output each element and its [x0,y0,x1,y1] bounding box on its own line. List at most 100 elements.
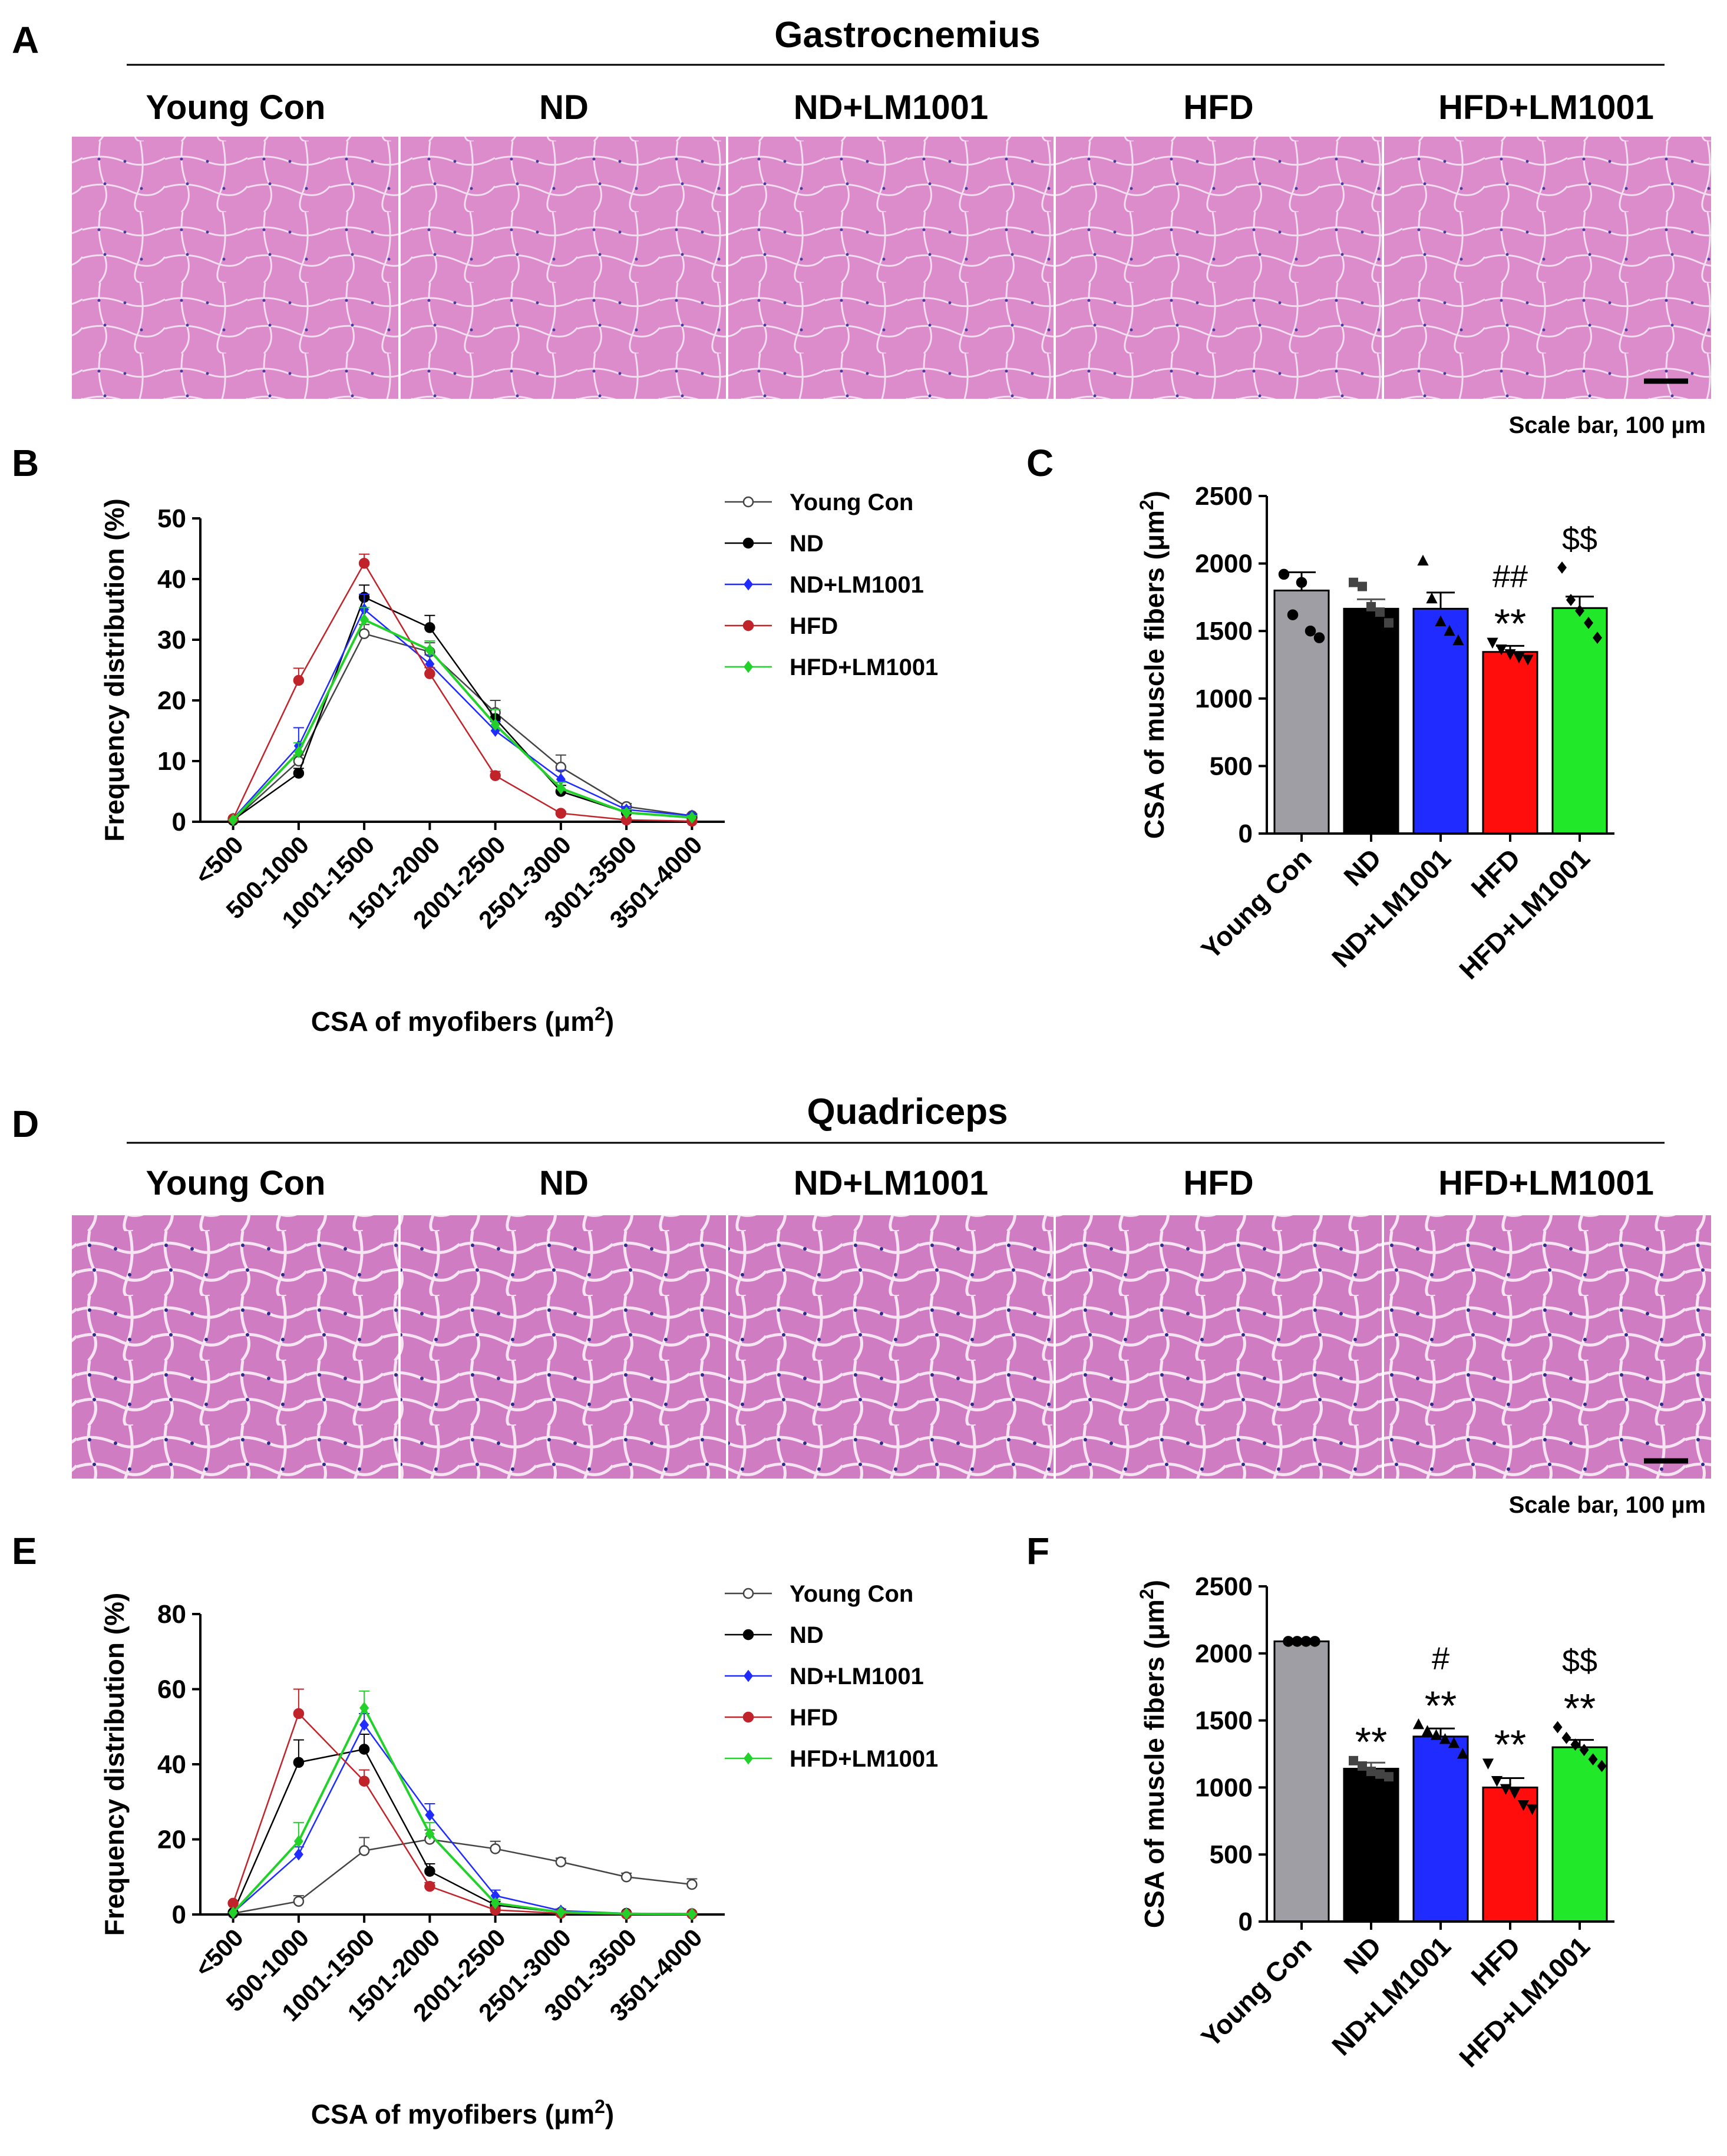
legend-marker [742,1711,754,1723]
data-point [359,613,369,626]
series-young-con [227,1829,698,1919]
y-tick-label: 10 [157,747,186,776]
y-tick-label: 20 [157,1826,186,1854]
legend-marker [742,496,754,508]
series-line [232,608,692,819]
data-point [358,628,370,639]
legend-label: HFD [790,1705,838,1731]
series-line [232,1723,692,1914]
legend-marker [742,1588,754,1599]
data-point [490,718,500,731]
y-tick-label: 500 [1210,1840,1253,1869]
y-tick-label: 0 [1239,1907,1253,1936]
legend-label: HFD+LM1001 [790,1746,938,1772]
individual-point [1557,561,1567,574]
chart-b-frequency-gastrocnemius: 01020304050<500500-10001001-15001501-200… [99,490,938,1037]
bar [1343,1768,1399,1923]
histology-image [72,137,398,399]
data-point [358,1845,370,1856]
histology-image [401,137,726,399]
y-tick-label: 1000 [1195,685,1253,713]
bar [1551,1746,1608,1923]
group-label: ND [539,1164,589,1202]
data-point [228,814,238,826]
histology-image [1384,137,1711,399]
data-point [293,674,305,686]
individual-point [1287,609,1299,620]
legend-label: ND [790,1622,824,1648]
panel-letter-d: D [12,1103,39,1145]
individual-point [1522,654,1534,666]
group-label: Young Con [146,88,326,127]
data-point [490,1897,500,1910]
y-tick-label: 0 [1239,819,1253,848]
legend-marker [742,1629,754,1641]
data-point [490,1889,500,1902]
x-tick-label: <500 [190,1923,249,1982]
significance-label: ** [1425,1682,1457,1728]
series-line [232,561,692,822]
y-tick-label: 1000 [1195,1773,1253,1802]
x-tick-label: Young Con [1195,842,1317,965]
data-point [293,746,303,758]
series-hfd-lm1001 [228,607,698,826]
legend-marker [744,660,753,673]
individual-point [1444,624,1455,636]
histology-title-quadriceps: Quadriceps [807,1092,1008,1132]
y-tick-label: 0 [172,1900,186,1929]
legend-marker [744,1752,753,1765]
y-tick-label: 30 [157,626,186,654]
data-point [358,557,370,569]
group-label: HFD [1183,1164,1253,1202]
data-point [622,1907,632,1920]
y-tick-label: 60 [157,1675,186,1704]
data-point [293,1708,305,1719]
individual-point [1457,1748,1469,1759]
data-point [424,668,435,679]
individual-point [1491,1776,1503,1787]
series-line [232,1705,692,1916]
data-point [490,770,501,781]
series-line [232,596,692,821]
y-tick-label: 2000 [1195,550,1253,578]
individual-point [1358,581,1367,591]
y-tick-label: 2500 [1195,482,1253,511]
legend-label: ND+LM1001 [790,1664,924,1689]
data-point [293,1757,305,1768]
y-axis-title: CSA of muscle fibers (μm2) [1136,491,1170,839]
histology-image [72,1215,398,1479]
individual-point [1513,652,1525,664]
data-point [556,782,566,795]
y-tick-label: 40 [157,1750,186,1779]
data-point [425,644,435,656]
scale-bar-label: Scale bar, 100 µm [1509,412,1706,438]
x-tick-label: ND [1338,1930,1387,1980]
significance-label: ** [1355,1719,1387,1765]
significance-label: ## [1492,559,1528,594]
significance-label: ** [1564,1685,1596,1731]
individual-point [1597,1760,1607,1773]
individual-point [1579,1744,1589,1757]
individual-point [1566,594,1576,606]
data-point [556,1906,566,1919]
data-point [358,1744,370,1755]
data-point [425,1808,435,1821]
individual-point [1500,1784,1512,1795]
legend-label: ND [790,531,824,557]
series-hfd [227,1688,698,1920]
series-line [232,633,692,821]
x-axis-title: CSA of myofibers (μm2) [311,2096,615,2129]
individual-point [1495,644,1507,656]
x-tick-label: <500 [190,831,249,889]
data-point [424,1880,435,1892]
data-point [490,1843,501,1854]
significance-label: $$ [1562,521,1597,557]
y-tick-label: 0 [172,808,186,836]
individual-point [1561,1731,1571,1744]
individual-point [1384,618,1394,628]
individual-point [1296,577,1307,588]
data-point [228,1906,238,1919]
y-axis-title: CSA of muscle fibers (μm2) [1136,1580,1170,1928]
histology-image [1384,1215,1711,1479]
